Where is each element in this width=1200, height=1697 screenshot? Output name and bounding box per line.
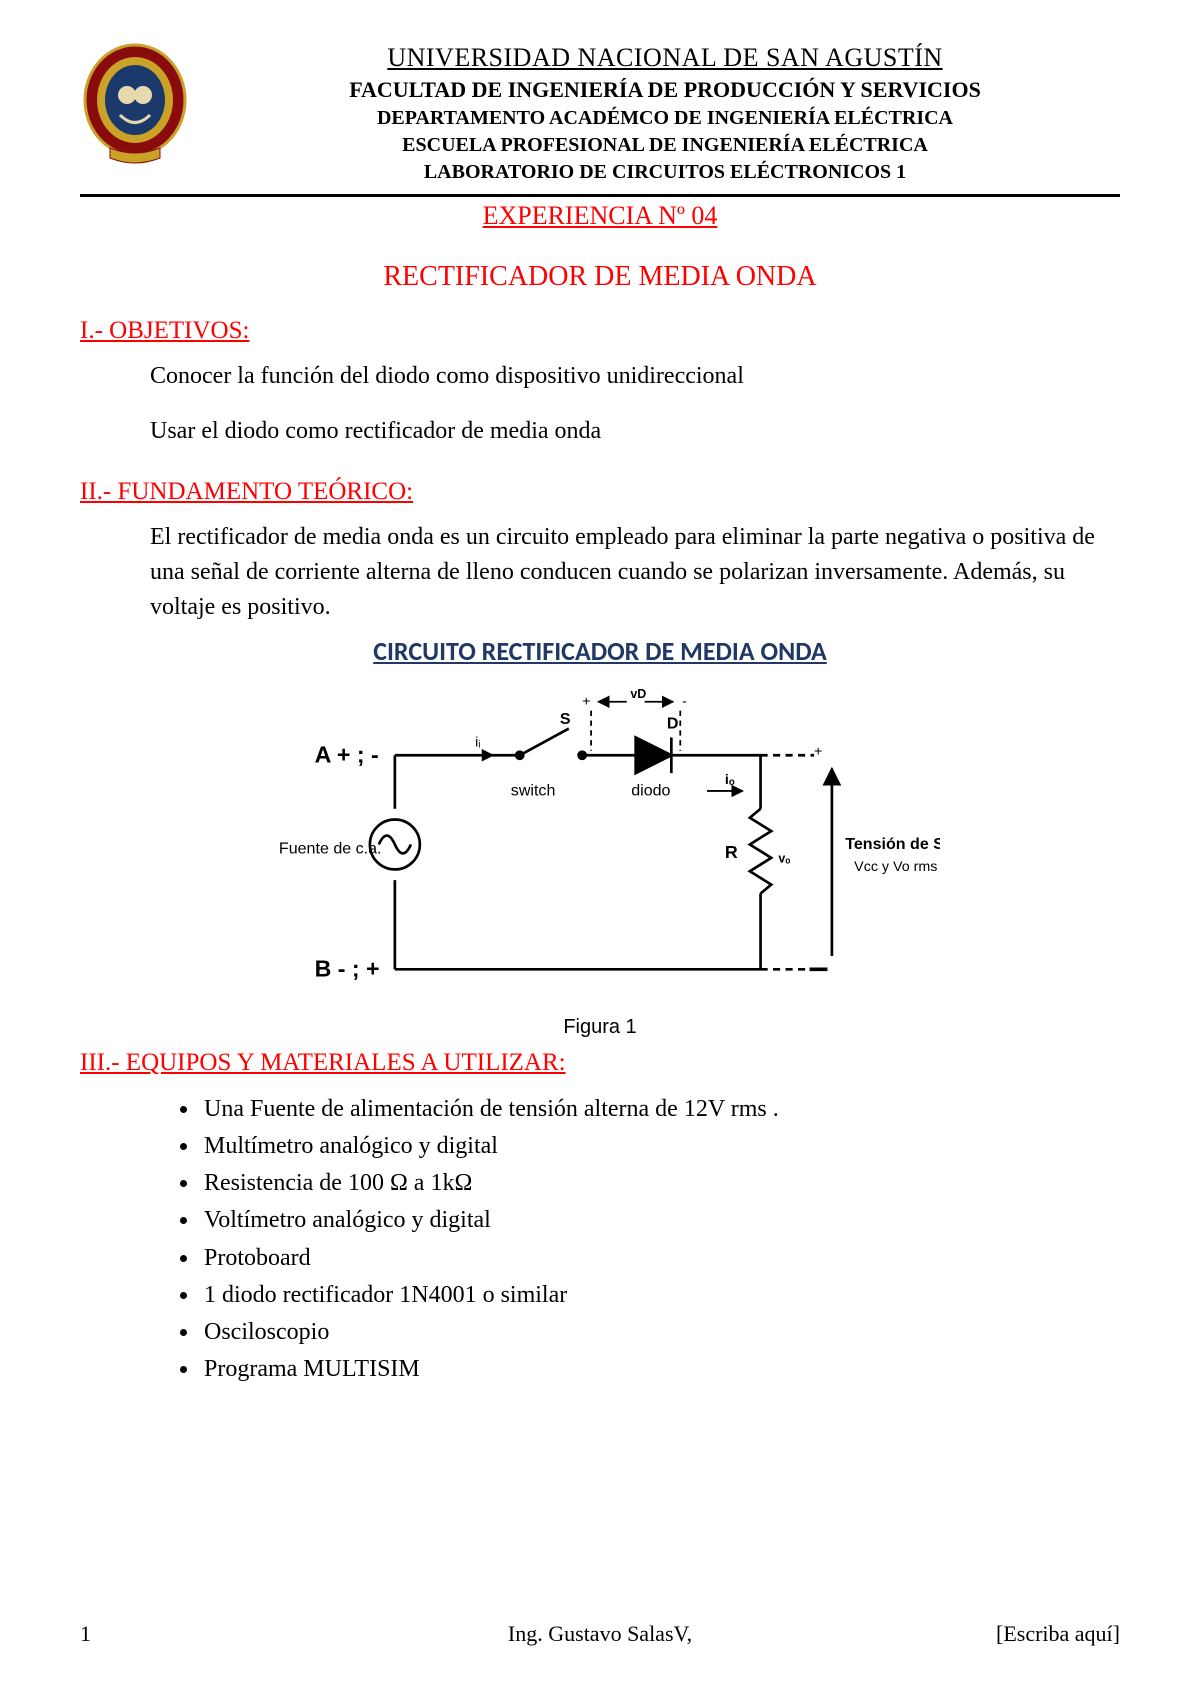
header-line-1: UNIVERSIDAD NACIONAL DE SAN AGUSTÍN xyxy=(210,40,1120,75)
experience-number: EXPERIENCIA Nº 04 xyxy=(80,201,1120,231)
list-item: Multímetro analógico y digital xyxy=(200,1128,1120,1165)
header-line-2: FACULTAD DE INGENIERÍA DE PRODUCCIÓN Y S… xyxy=(210,75,1120,105)
circuit-label-io: iₒ xyxy=(725,772,735,788)
circuit-diagram: A + ; - B - ; + Fuente de c.a. iᵢ S swit… xyxy=(80,675,1120,1010)
circuit-label-B: B - ; + xyxy=(315,955,380,981)
list-item: 1 diodo rectificador 1N4001 o similar xyxy=(200,1277,1120,1314)
circuit-label-vcc: Vcc y Vo rms xyxy=(854,859,937,875)
list-item: Osciloscopio xyxy=(200,1314,1120,1351)
circuit-title: CIRCUITO RECTIFICADOR DE MEDIA ONDA xyxy=(80,635,1120,667)
figure-caption: Figura 1 xyxy=(80,1016,1120,1039)
header-text: UNIVERSIDAD NACIONAL DE SAN AGUSTÍN FACU… xyxy=(210,40,1120,186)
header-line-3: DEPARTAMENTO ACADÉMCO DE INGENIERÍA ELÉC… xyxy=(210,105,1120,132)
circuit-label-vd: vD xyxy=(630,687,646,701)
section-fundamento-head: II.- FUNDAMENTO TEÓRICO: xyxy=(80,478,1120,506)
objetivo-1: Conocer la función del diodo como dispos… xyxy=(150,359,1120,394)
circuit-label-fuente: Fuente de c.a. xyxy=(279,839,382,857)
list-item: Resistencia de 100 Ω a 1kΩ xyxy=(200,1165,1120,1202)
list-item: Programa MULTISIM xyxy=(200,1351,1120,1388)
header-rule xyxy=(80,194,1120,197)
circuit-label-vo: vₒ xyxy=(778,851,790,865)
page: UNIVERSIDAD NACIONAL DE SAN AGUSTÍN FACU… xyxy=(0,0,1200,1697)
footer-author: Ing. Gustavo SalasV, xyxy=(80,1621,1120,1647)
circuit-label-plus: + xyxy=(814,743,822,759)
section-equipos-head: III.- EQUIPOS Y MATERIALES A UTILIZAR: xyxy=(80,1049,1120,1077)
circuit-label-S: S xyxy=(560,710,571,728)
fundamento-paragraph: El rectificador de media onda es un circ… xyxy=(150,520,1120,624)
section-objetivos-head: I.- OBJETIVOS: xyxy=(80,317,1120,345)
main-title: RECTIFICADOR DE MEDIA ONDA xyxy=(80,261,1120,293)
list-item: Protoboard xyxy=(200,1240,1120,1277)
header-line-5: LABORATORIO DE CIRCUITOS ELÉCTRONICOS 1 xyxy=(210,159,1120,186)
list-item: Una Fuente de alimentación de tensión al… xyxy=(200,1091,1120,1128)
objetivo-2: Usar el diodo como rectificador de media… xyxy=(150,414,1120,449)
circuit-label-ii: iᵢ xyxy=(475,734,480,750)
circuit-label-switch: switch xyxy=(511,781,556,799)
materials-list: Una Fuente de alimentación de tensión al… xyxy=(200,1091,1120,1389)
circuit-label-R: R xyxy=(725,842,738,862)
circuit-label-A: A + ; - xyxy=(315,741,379,767)
circuit-label-vd-minus: - xyxy=(682,693,687,709)
circuit-label-vd-plus: + xyxy=(582,693,590,709)
circuit-label-diodo: diodo xyxy=(631,781,670,799)
footer: 1 Ing. Gustavo SalasV, [Escriba aquí] xyxy=(80,1621,1120,1647)
list-item: Voltímetro analógico y digital xyxy=(200,1202,1120,1239)
circuit-label-tension: Tensión de Salida xyxy=(845,835,940,853)
header-line-4: ESCUELA PROFESIONAL DE INGENIERÍA ELÉCTR… xyxy=(210,132,1120,159)
university-logo xyxy=(80,40,190,170)
header: UNIVERSIDAD NACIONAL DE SAN AGUSTÍN FACU… xyxy=(80,40,1120,186)
circuit-label-D: D xyxy=(667,714,679,732)
